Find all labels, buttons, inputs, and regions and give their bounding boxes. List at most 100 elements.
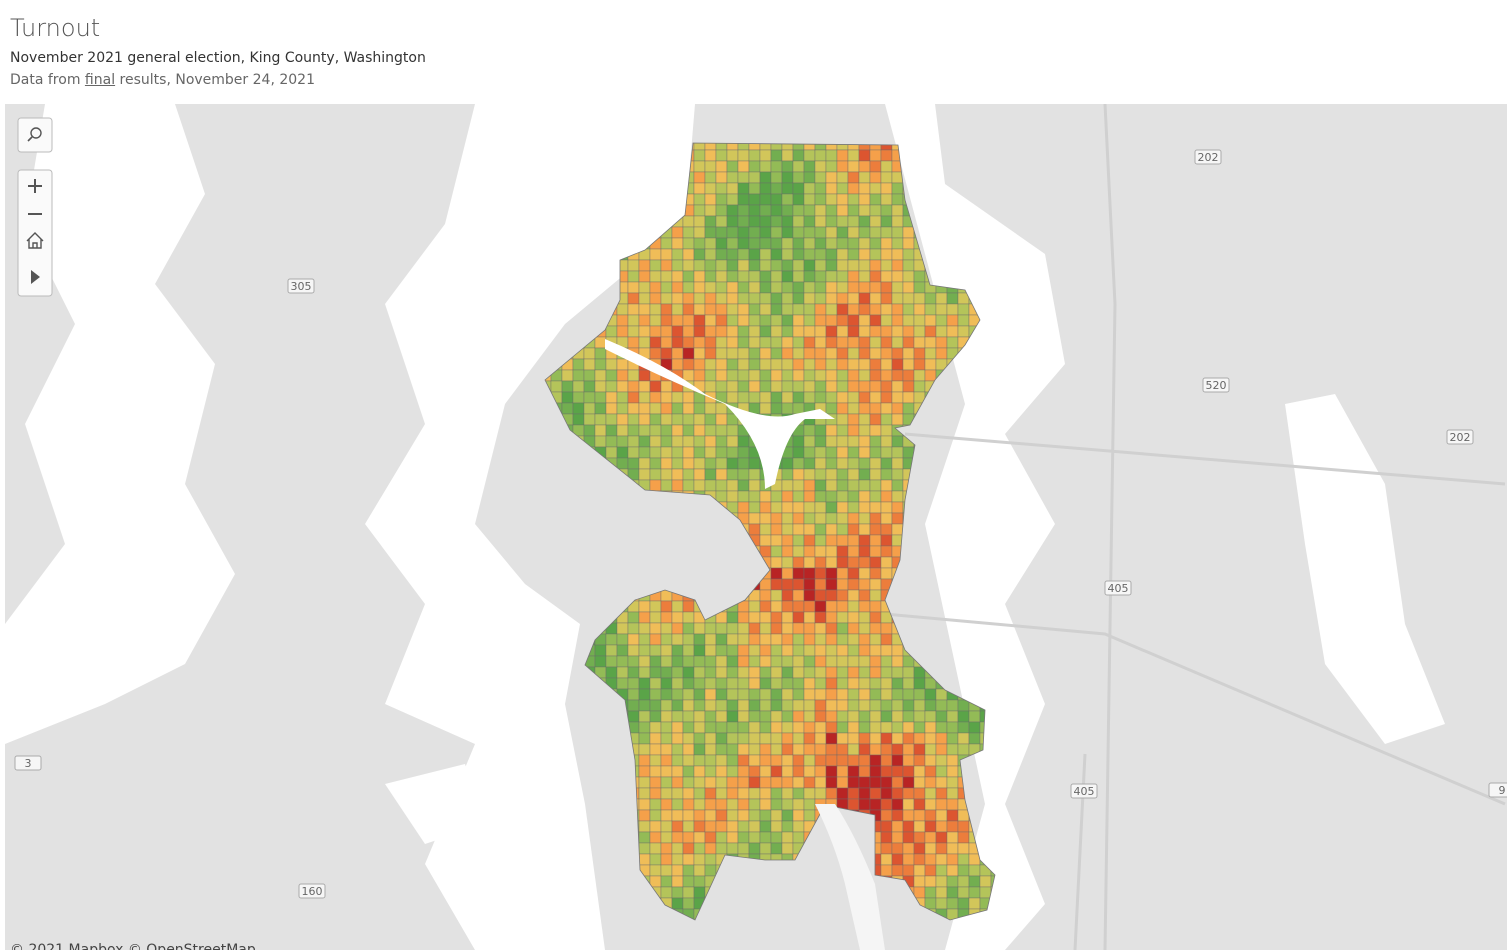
precinct	[847, 391, 860, 404]
precinct	[726, 160, 739, 173]
precinct	[869, 765, 882, 778]
precinct	[836, 611, 849, 624]
precinct	[594, 644, 607, 657]
precinct	[660, 754, 673, 767]
precinct	[869, 281, 882, 294]
water	[385, 764, 485, 844]
precinct	[770, 644, 783, 657]
precinct	[759, 644, 772, 657]
precinct	[924, 842, 937, 855]
precinct	[935, 831, 948, 844]
precinct	[858, 523, 871, 536]
precinct	[682, 798, 695, 811]
precinct	[748, 831, 761, 844]
precinct	[880, 501, 893, 514]
precinct	[880, 468, 893, 481]
precinct	[858, 435, 871, 448]
precinct	[627, 710, 640, 723]
precinct	[880, 413, 893, 426]
precinct	[715, 226, 728, 239]
source-link[interactable]: final	[84, 72, 116, 88]
precinct	[759, 347, 772, 360]
precinct	[704, 336, 717, 349]
search-button[interactable]	[17, 117, 53, 153]
precinct	[825, 567, 838, 580]
precinct	[869, 633, 882, 646]
precinct	[836, 754, 849, 767]
precinct	[935, 325, 948, 338]
precinct	[748, 798, 761, 811]
precinct	[737, 622, 750, 635]
precinct	[880, 391, 893, 404]
precinct	[737, 501, 750, 514]
precinct	[803, 424, 816, 437]
precinct	[913, 347, 926, 360]
precinct	[693, 842, 706, 855]
precinct	[726, 292, 739, 305]
precinct	[913, 688, 926, 701]
precinct	[891, 468, 904, 481]
precinct	[836, 336, 849, 349]
precinct	[638, 831, 651, 844]
precinct	[693, 347, 706, 360]
precinct	[836, 215, 849, 228]
precinct	[935, 721, 948, 734]
precinct	[858, 534, 871, 547]
precinct	[781, 699, 794, 712]
precinct	[682, 644, 695, 657]
precinct	[660, 259, 673, 272]
precinct	[957, 732, 970, 745]
pan-button[interactable]	[31, 270, 40, 284]
precinct	[737, 215, 750, 228]
precinct	[825, 193, 838, 206]
precinct	[836, 490, 849, 503]
precinct	[858, 633, 871, 646]
precinct	[682, 776, 695, 789]
precinct	[869, 611, 882, 624]
precinct	[781, 512, 794, 525]
precinct	[814, 358, 827, 371]
precinct	[891, 743, 904, 756]
precinct	[814, 699, 827, 712]
precinct	[825, 633, 838, 646]
precinct	[638, 787, 651, 800]
precinct	[847, 182, 860, 195]
precinct	[693, 875, 706, 888]
precinct	[781, 281, 794, 294]
precinct	[660, 303, 673, 316]
precinct	[891, 347, 904, 360]
precinct	[869, 446, 882, 459]
precinct	[693, 358, 706, 371]
precinct	[836, 534, 849, 547]
precinct	[847, 798, 860, 811]
precinct	[858, 182, 871, 195]
precinct	[715, 787, 728, 800]
precinct	[671, 644, 684, 657]
precinct	[759, 193, 772, 206]
precinct	[715, 457, 728, 470]
precinct	[715, 622, 728, 635]
precinct	[792, 688, 805, 701]
precinct	[792, 490, 805, 503]
zoom-in[interactable]	[28, 179, 42, 193]
precinct	[770, 622, 783, 635]
precinct	[616, 314, 629, 327]
precinct	[726, 446, 739, 459]
home-button[interactable]	[26, 232, 44, 249]
precinct	[913, 765, 926, 778]
precinct	[880, 369, 893, 382]
precinct	[792, 754, 805, 767]
precinct	[693, 809, 706, 822]
precinct	[660, 281, 673, 294]
precinct	[792, 402, 805, 415]
precinct	[803, 259, 816, 272]
precinct	[792, 204, 805, 217]
precinct	[704, 325, 717, 338]
precinct	[737, 457, 750, 470]
precinct	[880, 259, 893, 272]
precinct	[726, 347, 739, 360]
precinct	[814, 688, 827, 701]
precinct	[704, 831, 717, 844]
precinct	[781, 809, 794, 822]
